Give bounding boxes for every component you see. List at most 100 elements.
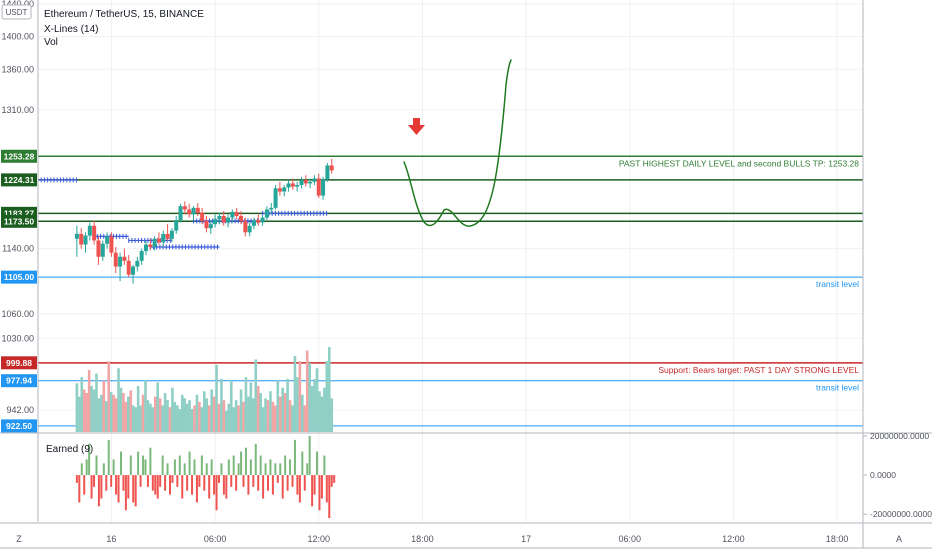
volume-bar (303, 405, 307, 432)
earned-bar (230, 475, 233, 487)
volume-bar (310, 385, 314, 432)
candle-body[interactable] (239, 216, 244, 221)
earned-bar (205, 463, 208, 476)
earned-bar (325, 475, 328, 503)
candle-body[interactable] (139, 251, 144, 261)
candle-body[interactable] (143, 244, 148, 252)
candle-body[interactable] (131, 266, 136, 275)
candle-body[interactable] (118, 256, 123, 267)
candle-body[interactable] (165, 233, 170, 239)
level-price-badge (1, 173, 37, 187)
candle-body[interactable] (269, 207, 274, 210)
volume-bar (127, 396, 130, 432)
candle-body[interactable] (87, 225, 92, 236)
candle-body[interactable] (303, 180, 308, 184)
earned-bar (254, 443, 257, 476)
candle-body[interactable] (148, 244, 153, 247)
candle-body[interactable] (256, 220, 261, 223)
candle-body[interactable] (152, 238, 157, 247)
candle-body[interactable] (299, 180, 304, 186)
candle-body[interactable] (187, 209, 192, 215)
candle-body[interactable] (247, 225, 252, 233)
earned-bar (134, 475, 137, 507)
volume-bar (259, 393, 262, 432)
candle-body[interactable] (273, 188, 278, 208)
candle-body[interactable] (191, 207, 196, 215)
candle-body[interactable] (135, 260, 140, 267)
price-tick-label: 942.00 (6, 405, 34, 415)
candle-body[interactable] (295, 185, 300, 187)
candle-body[interactable] (251, 220, 256, 226)
level-price-label: 1224.31 (4, 175, 35, 185)
volume-bar (188, 400, 191, 432)
candle-body[interactable] (156, 238, 161, 243)
candle-body[interactable] (178, 206, 183, 221)
candle-body[interactable] (260, 217, 265, 223)
volume-bar (274, 405, 277, 432)
candle-body[interactable] (74, 233, 79, 239)
earned-bar (249, 459, 252, 476)
candle-body[interactable] (321, 179, 326, 196)
candle-body[interactable] (286, 183, 291, 188)
volume-bar (166, 400, 169, 432)
candle-body[interactable] (282, 187, 287, 192)
level-price-badge (1, 214, 37, 228)
earned-bar (313, 475, 316, 495)
candle-body[interactable] (312, 178, 317, 182)
volume-bar (131, 405, 135, 432)
candle-body[interactable] (234, 211, 239, 216)
candle-body[interactable] (325, 165, 330, 180)
time-tick-label: 06:00 (204, 534, 227, 544)
candle-body[interactable] (290, 183, 295, 187)
candle-body[interactable] (161, 233, 166, 243)
candle-body[interactable] (221, 216, 226, 223)
volume-bar (242, 401, 245, 432)
earned-bar (227, 459, 230, 476)
earned-bar (311, 475, 314, 507)
candle-body[interactable] (122, 256, 127, 261)
candle-body[interactable] (109, 236, 114, 253)
candle-body[interactable] (230, 211, 235, 218)
volume-bar (144, 380, 147, 432)
volume-bar (247, 396, 250, 432)
candle-body[interactable] (83, 235, 88, 245)
candle-body[interactable] (126, 260, 131, 275)
price-tick-label: 1310.00 (1, 105, 34, 115)
candle-body[interactable] (316, 178, 321, 196)
candle-body[interactable] (208, 224, 213, 229)
candle-body[interactable] (100, 243, 105, 257)
candle-body[interactable] (182, 206, 187, 210)
candle-body[interactable] (169, 230, 174, 239)
volume-bar (308, 362, 311, 432)
earned-bar (247, 475, 250, 495)
volume-bar (323, 387, 326, 432)
candle-body[interactable] (226, 217, 231, 223)
candle-body[interactable] (277, 188, 282, 192)
candle-body[interactable] (264, 209, 269, 218)
candle-body[interactable] (96, 240, 101, 257)
down-arrow-icon[interactable] (408, 118, 425, 135)
candle-body[interactable] (213, 219, 218, 225)
level-price-badge (1, 374, 37, 388)
candle-body[interactable] (113, 252, 118, 267)
candle-body[interactable] (195, 207, 200, 213)
forecast-drawing-path[interactable] (403, 59, 512, 227)
level-price-badge (1, 356, 37, 370)
earned-bar (298, 475, 301, 503)
level-price-badge (1, 419, 37, 433)
volume-bar (215, 364, 218, 432)
candle-body[interactable] (308, 181, 313, 184)
candle-body[interactable] (200, 212, 205, 221)
candle-body[interactable] (204, 220, 209, 229)
earned-bar (244, 447, 247, 476)
candle-body[interactable] (217, 216, 222, 220)
candle-body[interactable] (329, 165, 334, 171)
candle-body[interactable] (174, 220, 179, 231)
volume-bar (124, 401, 128, 432)
candle-body[interactable] (79, 233, 84, 245)
volume-bar (158, 398, 162, 432)
candle-body[interactable] (243, 220, 248, 233)
candle-body[interactable] (92, 225, 97, 241)
candle-body[interactable] (105, 236, 110, 244)
